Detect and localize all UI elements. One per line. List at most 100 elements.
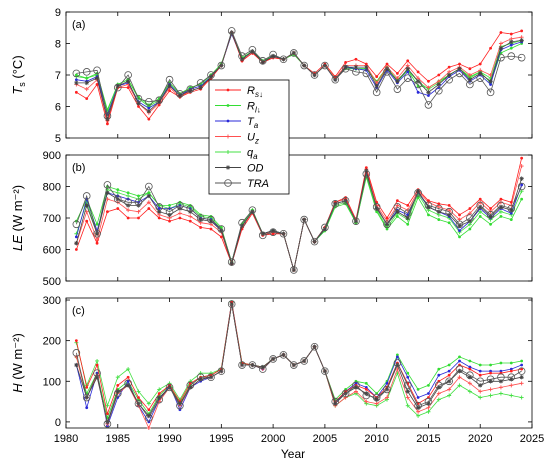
x-tick-label: 2020 [468, 433, 492, 445]
data-point-uz [385, 395, 390, 400]
data-point-od [157, 209, 162, 214]
data-point-od [208, 218, 214, 224]
data-point-rs [116, 207, 120, 210]
data-point-tra [113, 195, 122, 203]
series-ta-b [74, 170, 524, 272]
data-point-rs [168, 89, 171, 93]
data-point-od [395, 362, 400, 368]
data-point-tra [321, 367, 329, 375]
data-point-tra [227, 300, 236, 308]
data-point-uz [146, 426, 151, 430]
data-point-tra [290, 266, 298, 274]
data-point-rs [395, 199, 399, 203]
data-point-ta [427, 94, 430, 97]
data-point-od [374, 206, 379, 211]
series-line-qa [76, 173, 522, 271]
data-point-tra [196, 79, 205, 87]
series-uz-b [74, 164, 524, 272]
data-point-ta [437, 373, 441, 377]
data-point-tra [466, 214, 474, 222]
data-point-od [333, 401, 338, 406]
data-point-tra [434, 204, 443, 213]
panel-c-tag: (c) [72, 305, 85, 317]
data-point-ta [354, 381, 358, 385]
data-point-od [188, 88, 193, 93]
data-point-tra [497, 53, 505, 62]
data-point-tra [424, 201, 433, 210]
data-point-rl [385, 227, 389, 231]
data-point-qa [457, 383, 462, 388]
data-point-rs [447, 204, 451, 207]
data-point-rl [458, 235, 461, 239]
data-point-ta [489, 83, 492, 86]
chart-panels: 5 6 7 8 9 (a) Ts (°C) 500 600 700 800 900 (b) LE (W m… [10, 7, 533, 430]
data-point-uz [447, 387, 452, 392]
data-point-ta [427, 392, 430, 395]
data-point-rs [137, 396, 140, 399]
data-point-rl [226, 104, 230, 107]
data-point-tra [403, 381, 412, 390]
data-point-rs [375, 200, 379, 204]
panel-b-ylabel: LE (W m⁻²) [10, 185, 25, 251]
legend-entry-ta: Ta [215, 116, 259, 130]
data-point-tra [341, 64, 350, 73]
data-point-uz [426, 405, 431, 410]
y-tick-label: 0 [55, 417, 61, 429]
legend-entry-rs: Rs↓ [215, 85, 263, 99]
data-point-tra [279, 351, 288, 359]
x-axis: 1980 1985 1990 1995 2000 2005 2010 2015 2020 2025 [54, 433, 544, 445]
data-point-tra [124, 198, 132, 207]
data-point-tra [248, 206, 257, 214]
data-point-od [219, 228, 224, 233]
data-point-uz [405, 395, 410, 400]
data-point-uz [177, 211, 182, 216]
data-point-rs [489, 371, 492, 375]
data-point-od [177, 93, 183, 98]
data-point-tra [341, 389, 350, 398]
series-line-tra [76, 172, 522, 271]
data-point-qa [498, 391, 503, 396]
data-point-uz [136, 209, 141, 214]
data-point-uz [519, 164, 524, 169]
data-point-uz [364, 399, 369, 404]
data-point-od [84, 203, 89, 208]
data-point-od [519, 38, 524, 43]
y-tick-label: 700 [43, 213, 61, 225]
data-point-ta [520, 183, 524, 187]
data-point-od [415, 189, 421, 194]
data-point-rs [468, 207, 472, 210]
data-point-ta [509, 43, 513, 47]
series-uz-a [74, 30, 524, 123]
data-point-tra [497, 373, 505, 382]
data-point-rs [106, 122, 109, 126]
data-point-uz [374, 401, 379, 406]
data-point-tra [300, 215, 308, 224]
series-tra-a [72, 27, 526, 120]
data-point-rs [126, 216, 130, 220]
data-point-ta [74, 78, 78, 82]
data-point-ta [509, 211, 513, 215]
data-point-ta [478, 369, 482, 373]
y-tick-label: 200 [43, 336, 61, 348]
data-point-ta [416, 90, 420, 94]
data-point-rs [178, 216, 182, 220]
data-point-rl [509, 46, 513, 50]
data-point-uz [478, 389, 483, 394]
panel-c-frame [65, 297, 533, 429]
data-point-tra [310, 71, 319, 79]
data-point-rs [147, 117, 151, 121]
data-point-rs [95, 241, 99, 245]
data-point-tra [238, 52, 246, 60]
data-point-rl [468, 359, 472, 363]
data-point-od [177, 401, 183, 406]
data-point-rl [427, 213, 430, 217]
data-point-tra [455, 220, 464, 229]
data-point-qa [405, 403, 410, 408]
data-point-tra [507, 204, 516, 213]
legend-label: Rs↓ [247, 85, 263, 99]
data-point-qa [436, 397, 441, 402]
data-point-tra [113, 83, 122, 92]
series-line-qa [76, 302, 522, 417]
data-point-tra [352, 68, 360, 76]
y-tick-label: 800 [43, 182, 61, 194]
